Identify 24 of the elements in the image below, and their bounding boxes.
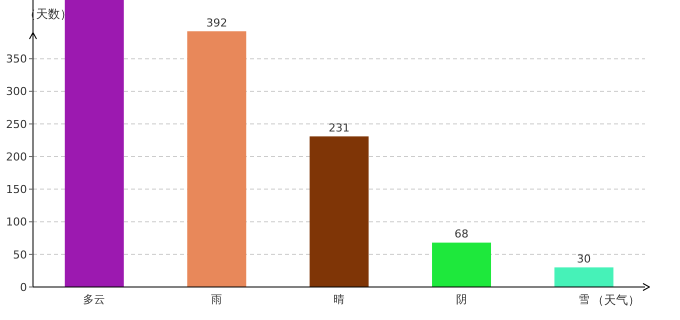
y-tick-label: 350 xyxy=(6,52,27,66)
bar xyxy=(432,242,492,287)
x-tick-label: 雨 xyxy=(211,292,222,306)
y-tick-label: 250 xyxy=(6,118,27,131)
data-label: 231 xyxy=(328,121,350,134)
x-tick-label: 晴 xyxy=(334,292,344,306)
data-label: 68 xyxy=(454,228,469,241)
y-tick-label: 50 xyxy=(13,248,27,262)
y-axis-title: （天数） xyxy=(24,6,72,23)
y-tick-label: 0 xyxy=(20,280,27,294)
x-tick-label: 多云 xyxy=(83,292,106,306)
y-tick-label: 200 xyxy=(6,150,27,164)
x-tick-label: 雪 xyxy=(578,292,590,306)
bar xyxy=(310,136,369,287)
data-label: 30 xyxy=(576,252,591,266)
y-tick-label: 100 xyxy=(6,216,27,229)
y-tick-label: 300 xyxy=(6,85,27,98)
bar xyxy=(64,0,124,287)
x-axis-title: （天气） xyxy=(592,292,640,309)
y-tick-label: 150 xyxy=(6,183,27,196)
bar xyxy=(187,31,246,287)
x-tick-label: 阴 xyxy=(456,292,467,306)
data-label: 392 xyxy=(206,16,228,30)
bar xyxy=(554,267,614,287)
